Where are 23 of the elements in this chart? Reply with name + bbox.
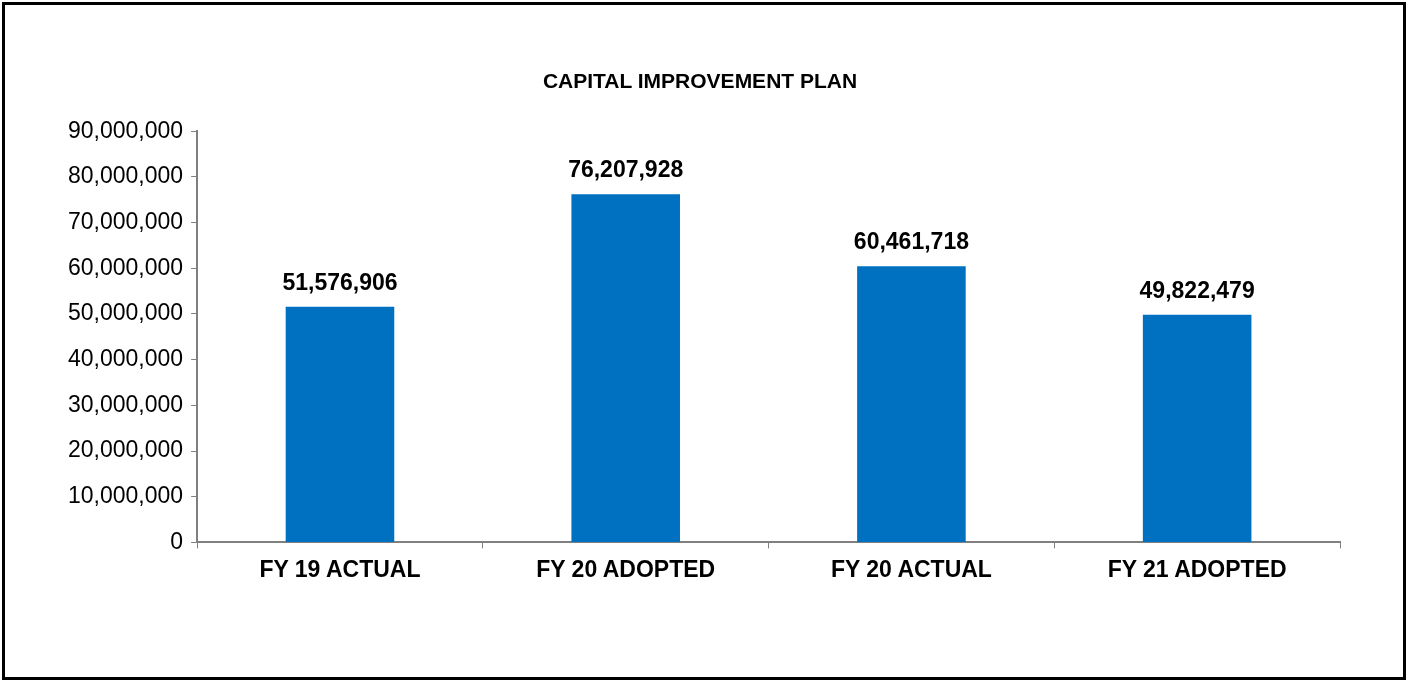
bar: [285, 306, 395, 542]
y-tick-label: 50,000,000: [67, 299, 184, 326]
y-tick-label: 0: [170, 527, 184, 554]
data-label: 60,461,718: [853, 228, 970, 254]
y-tick-label: 20,000,000: [67, 436, 184, 463]
y-tick-label: 30,000,000: [67, 390, 184, 417]
x-tick-label: FY 20 ACTUAL: [830, 555, 992, 582]
bar: [857, 266, 966, 542]
x-tick-label: FY 21 ADOPTED: [1107, 555, 1287, 582]
y-tick-label: 40,000,000: [67, 344, 184, 371]
y-tick-label: 70,000,000: [67, 207, 184, 234]
y-tick-label: 80,000,000: [67, 162, 184, 189]
data-label: 51,576,906: [282, 268, 398, 295]
x-tick-label: FY 20 ADOPTED: [536, 555, 716, 582]
y-tick-label: 10,000,000: [67, 482, 184, 509]
y-tick-label: 90,000,000: [67, 116, 184, 143]
bar: [1142, 314, 1252, 542]
y-tick-label: 60,000,000: [67, 253, 184, 280]
data-label: 49,822,479: [1139, 276, 1255, 303]
bar: [571, 194, 680, 542]
x-tick-label: FY 19 ACTUAL: [259, 555, 421, 582]
chart-title: CAPITAL IMPROVEMENT PLAN: [542, 69, 858, 93]
data-label: 76,207,928: [568, 156, 684, 183]
